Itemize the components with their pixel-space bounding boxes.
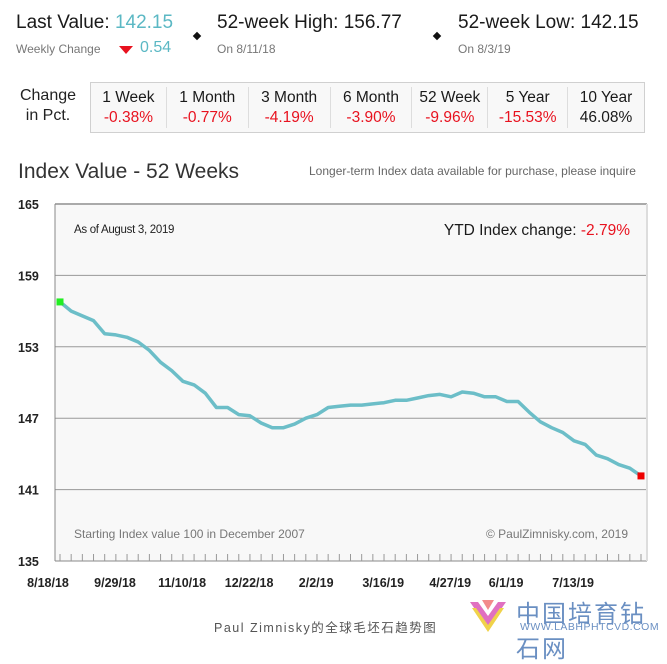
y-tick-label: 159	[18, 269, 39, 283]
y-tick-label: 135	[18, 555, 39, 569]
last-value-heading: Last Value: 142.15	[16, 12, 173, 34]
change-value: -4.19%	[264, 108, 314, 126]
change-period-label: 5 Year	[505, 88, 550, 106]
plot-area	[55, 204, 647, 561]
52-week-high-date: On 8/11/18	[217, 42, 276, 56]
change-period-label: 52 Week	[419, 88, 481, 106]
x-tick-label: 4/27/19	[429, 576, 471, 590]
x-tick-label: 11/10/18	[158, 576, 206, 590]
change-period-label: 1 Month	[179, 88, 236, 106]
change-row-label: Change in Pct.	[16, 86, 80, 126]
weekly-change-value: 0.54	[140, 39, 172, 56]
diamond-bullet-icon	[192, 31, 202, 41]
change-value: -9.96%	[425, 108, 475, 126]
change-column-52-week: 52 Week -9.96%	[412, 87, 489, 128]
copyright-note: © PaulZimnisky.com, 2019	[486, 527, 628, 541]
chart-title: Index Value - 52 Weeks	[18, 160, 240, 183]
change-column-1-month: 1 Month -0.77%	[167, 87, 249, 128]
start-marker	[56, 298, 64, 306]
x-tick-label: 12/22/18	[225, 576, 274, 590]
index-series-line	[58, 300, 643, 478]
starting-index-note: Starting Index value 100 in December 200…	[74, 527, 305, 541]
ytd-value: -2.79%	[581, 222, 630, 239]
change-period-label: 1 Week	[102, 88, 155, 106]
change-period-label: 6 Month	[342, 88, 399, 106]
ytd-index-change: YTD Index change: -2.79%	[444, 222, 630, 239]
footer-caption: Paul Zimnisky的全球毛坯石趋势图	[214, 621, 438, 635]
diamond-bullet-icon	[432, 31, 442, 41]
change-value: -3.90%	[346, 108, 396, 126]
y-tick-label: 141	[18, 484, 39, 498]
last-value: 142.15	[114, 12, 174, 33]
brand-logo-icon	[470, 600, 506, 632]
y-tick-label: 153	[18, 341, 39, 355]
change-column-5-year: 5 Year -15.53%	[488, 87, 569, 128]
index-chart: 165 159 153 147 141 135 8/18/18 9/29/18 11/10/18…	[18, 198, 648, 590]
change-value: -0.38%	[103, 108, 153, 126]
change-value: 46.08%	[579, 108, 633, 126]
52-week-low: 52-week Low: 142.15	[458, 12, 639, 33]
last-value-label: Last Value:	[16, 12, 110, 33]
x-tick-label: 8/18/18	[27, 576, 69, 590]
change-column-1-week: 1 Week -0.38%	[91, 87, 167, 128]
x-tick-label: 7/13/19	[552, 576, 594, 590]
change-table: 1 Week -0.38% 1 Month -0.77% 3 Month -4.19% 6 …	[90, 82, 645, 133]
change-value: -15.53%	[498, 108, 557, 126]
end-marker	[637, 472, 645, 480]
52-week-low-date: On 8/3/19	[458, 42, 511, 56]
as-of-date: As of August 3, 2019	[74, 224, 174, 236]
brand-url: WWW.LABHPHTCVD.COM	[520, 621, 660, 633]
x-tick-label: 2/2/19	[299, 576, 334, 590]
x-tick-label: 3/16/19	[362, 576, 404, 590]
y-tick-label: 165	[18, 198, 39, 212]
change-column-3-month: 3 Month -4.19%	[249, 87, 331, 128]
purchase-note: Longer-term Index data available for pur…	[309, 164, 636, 178]
change-period-label: 10 Year	[579, 88, 633, 106]
ytd-label: YTD Index change:	[444, 222, 581, 239]
change-period-label: 3 Month	[261, 88, 318, 106]
weekly-change-label: Weekly Change	[16, 42, 101, 56]
x-tick-label: 9/29/18	[94, 576, 136, 590]
x-tick-label: 6/1/19	[489, 576, 524, 590]
52-week-high: 52-week High: 156.77	[217, 12, 402, 33]
down-arrow-icon	[119, 46, 133, 54]
change-column-10-year: 10 Year 46.08%	[568, 87, 644, 128]
change-column-6-month: 6 Month -3.90%	[331, 87, 413, 128]
change-label-line2: in Pct.	[25, 107, 71, 124]
change-label-line1: Change	[19, 87, 77, 104]
y-tick-label: 147	[18, 412, 39, 426]
change-value: -0.77%	[182, 108, 232, 126]
